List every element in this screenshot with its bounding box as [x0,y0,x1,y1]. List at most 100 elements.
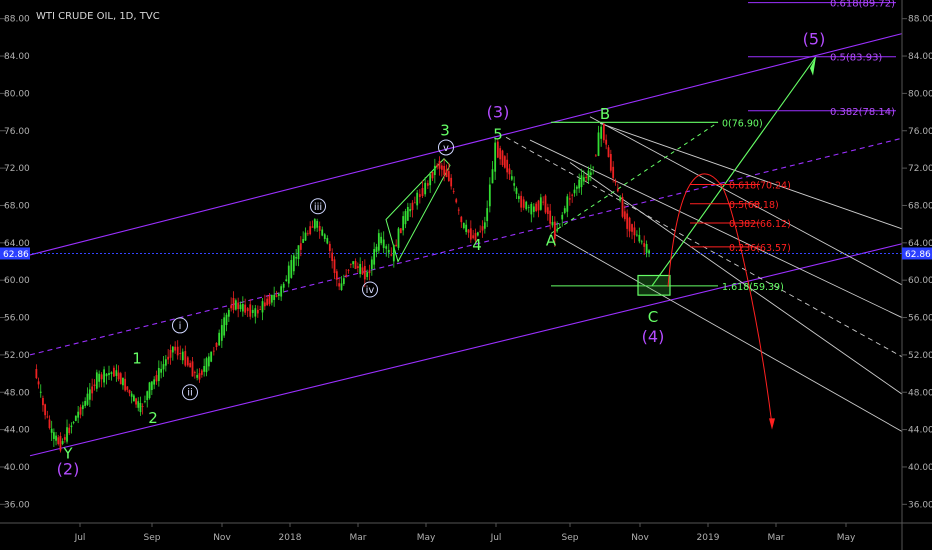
price-candle-body [275,295,278,297]
fib-target-label: 1.618(59.39) [722,282,784,293]
price-candle-body [164,359,167,366]
projected-path[interactable] [667,173,773,425]
trend-channel-line[interactable] [29,137,903,356]
price-candle-body [568,198,571,200]
price-candle-body [571,194,574,196]
fib-retracement-label: 0.5(68.18) [729,200,779,211]
price-candle-body [424,182,427,195]
price-candle-body [46,416,49,418]
x-tick-label: Jul [490,533,502,543]
y-tick-label-left: 72.00 [4,164,30,174]
price-candle-body [181,351,184,361]
x-tick-label: Jul [74,533,86,543]
x-tick-label: May [837,533,856,543]
price-candle-body [558,223,561,225]
price-candle-body [203,366,206,372]
price-candle-body [110,372,113,374]
fib-extension-label: 0.5(83.93) [830,53,882,64]
price-candle-body [155,375,158,382]
price-candle-body [476,232,479,236]
price-candle-body [573,189,576,194]
price-candle-body [623,211,626,220]
price-candle-body [261,301,264,313]
y-tick-label-right: 56.00 [908,314,932,324]
price-candle-body [626,213,629,229]
y-tick-label-right: 64.00 [908,239,932,249]
price-candle-body [522,199,525,208]
fan-line[interactable] [554,234,903,432]
price-candle-body [467,229,470,233]
price-candle-body [352,261,355,265]
wave-label: A [546,231,557,249]
price-candle-body [223,317,226,336]
price-candle-body [63,437,66,440]
price-candle-body [520,195,523,208]
price-candle-body [174,346,177,351]
target-zone-box[interactable] [637,274,671,296]
price-candle-body [345,274,348,277]
price-candle-body [544,195,547,213]
price-candle-body [433,165,436,176]
price-candle-body [561,214,564,220]
wave5-projection-line[interactable] [651,56,817,287]
price-candle-body [292,255,295,272]
y-tick-label-left: 88.00 [4,15,30,25]
price-candle-body [532,206,535,212]
price-candle-body [52,432,55,439]
price-candle-body [48,419,51,429]
price-candle-body [239,304,242,310]
price-candle-body [171,346,174,353]
price-candle-body [162,364,165,370]
fib-retracement-label: 0.382(66.12) [729,219,791,230]
price-candle-body [563,208,566,214]
price-candle-body [227,309,230,317]
fan-line[interactable] [589,116,903,286]
fan-line[interactable] [529,139,903,318]
price-candle-body [176,346,179,356]
price-candle-body [377,233,380,251]
trend-channel-line[interactable] [29,243,903,457]
price-candle-body [385,246,388,249]
price-candle-body [88,389,91,400]
price-candle-body [486,208,489,222]
price-candle-body [501,150,504,166]
price-candle-body [130,393,133,397]
price-candle-body [496,141,499,158]
price-candle-body [207,356,210,367]
fan-line[interactable] [599,122,903,230]
price-candle-body [254,308,257,317]
price-candle-body [619,196,622,201]
chart-title: WTI CRUDE OIL, 1D, TVC [36,11,160,22]
price-candle-body [100,374,103,380]
price-candle-body [413,202,416,204]
price-candle-body [587,170,590,181]
y-tick-label-right: 68.00 [908,201,932,211]
price-candle-body [246,308,249,312]
fib-retracement-label: 0.236(63.57) [729,243,791,254]
price-candle-body [494,142,497,172]
price-candle-body [530,204,533,215]
projection-dashed-line[interactable] [550,121,719,234]
price-candle-body [592,166,595,168]
price-candle-body [600,126,603,139]
price-candle-body [589,172,592,176]
x-tick-label: Sep [562,533,579,543]
price-candle-body [266,298,269,306]
y-tick-label-right: 52.00 [908,351,932,361]
price-candle-body [84,400,87,406]
price-candle-body [50,428,53,433]
price-candle-body [122,377,124,386]
x-tick-label: Mar [768,533,785,543]
y-tick-label-left: 80.00 [4,89,30,99]
price-candle-body [184,351,187,366]
price-candle-body [566,196,569,212]
price-candle-body [55,435,57,441]
fan-line[interactable] [569,162,903,395]
price-candle-body [597,132,600,156]
price-candle-body [546,207,549,214]
trend-channel-line[interactable] [29,33,903,256]
price-candle-body [643,243,646,247]
price-candle-body [628,217,631,232]
